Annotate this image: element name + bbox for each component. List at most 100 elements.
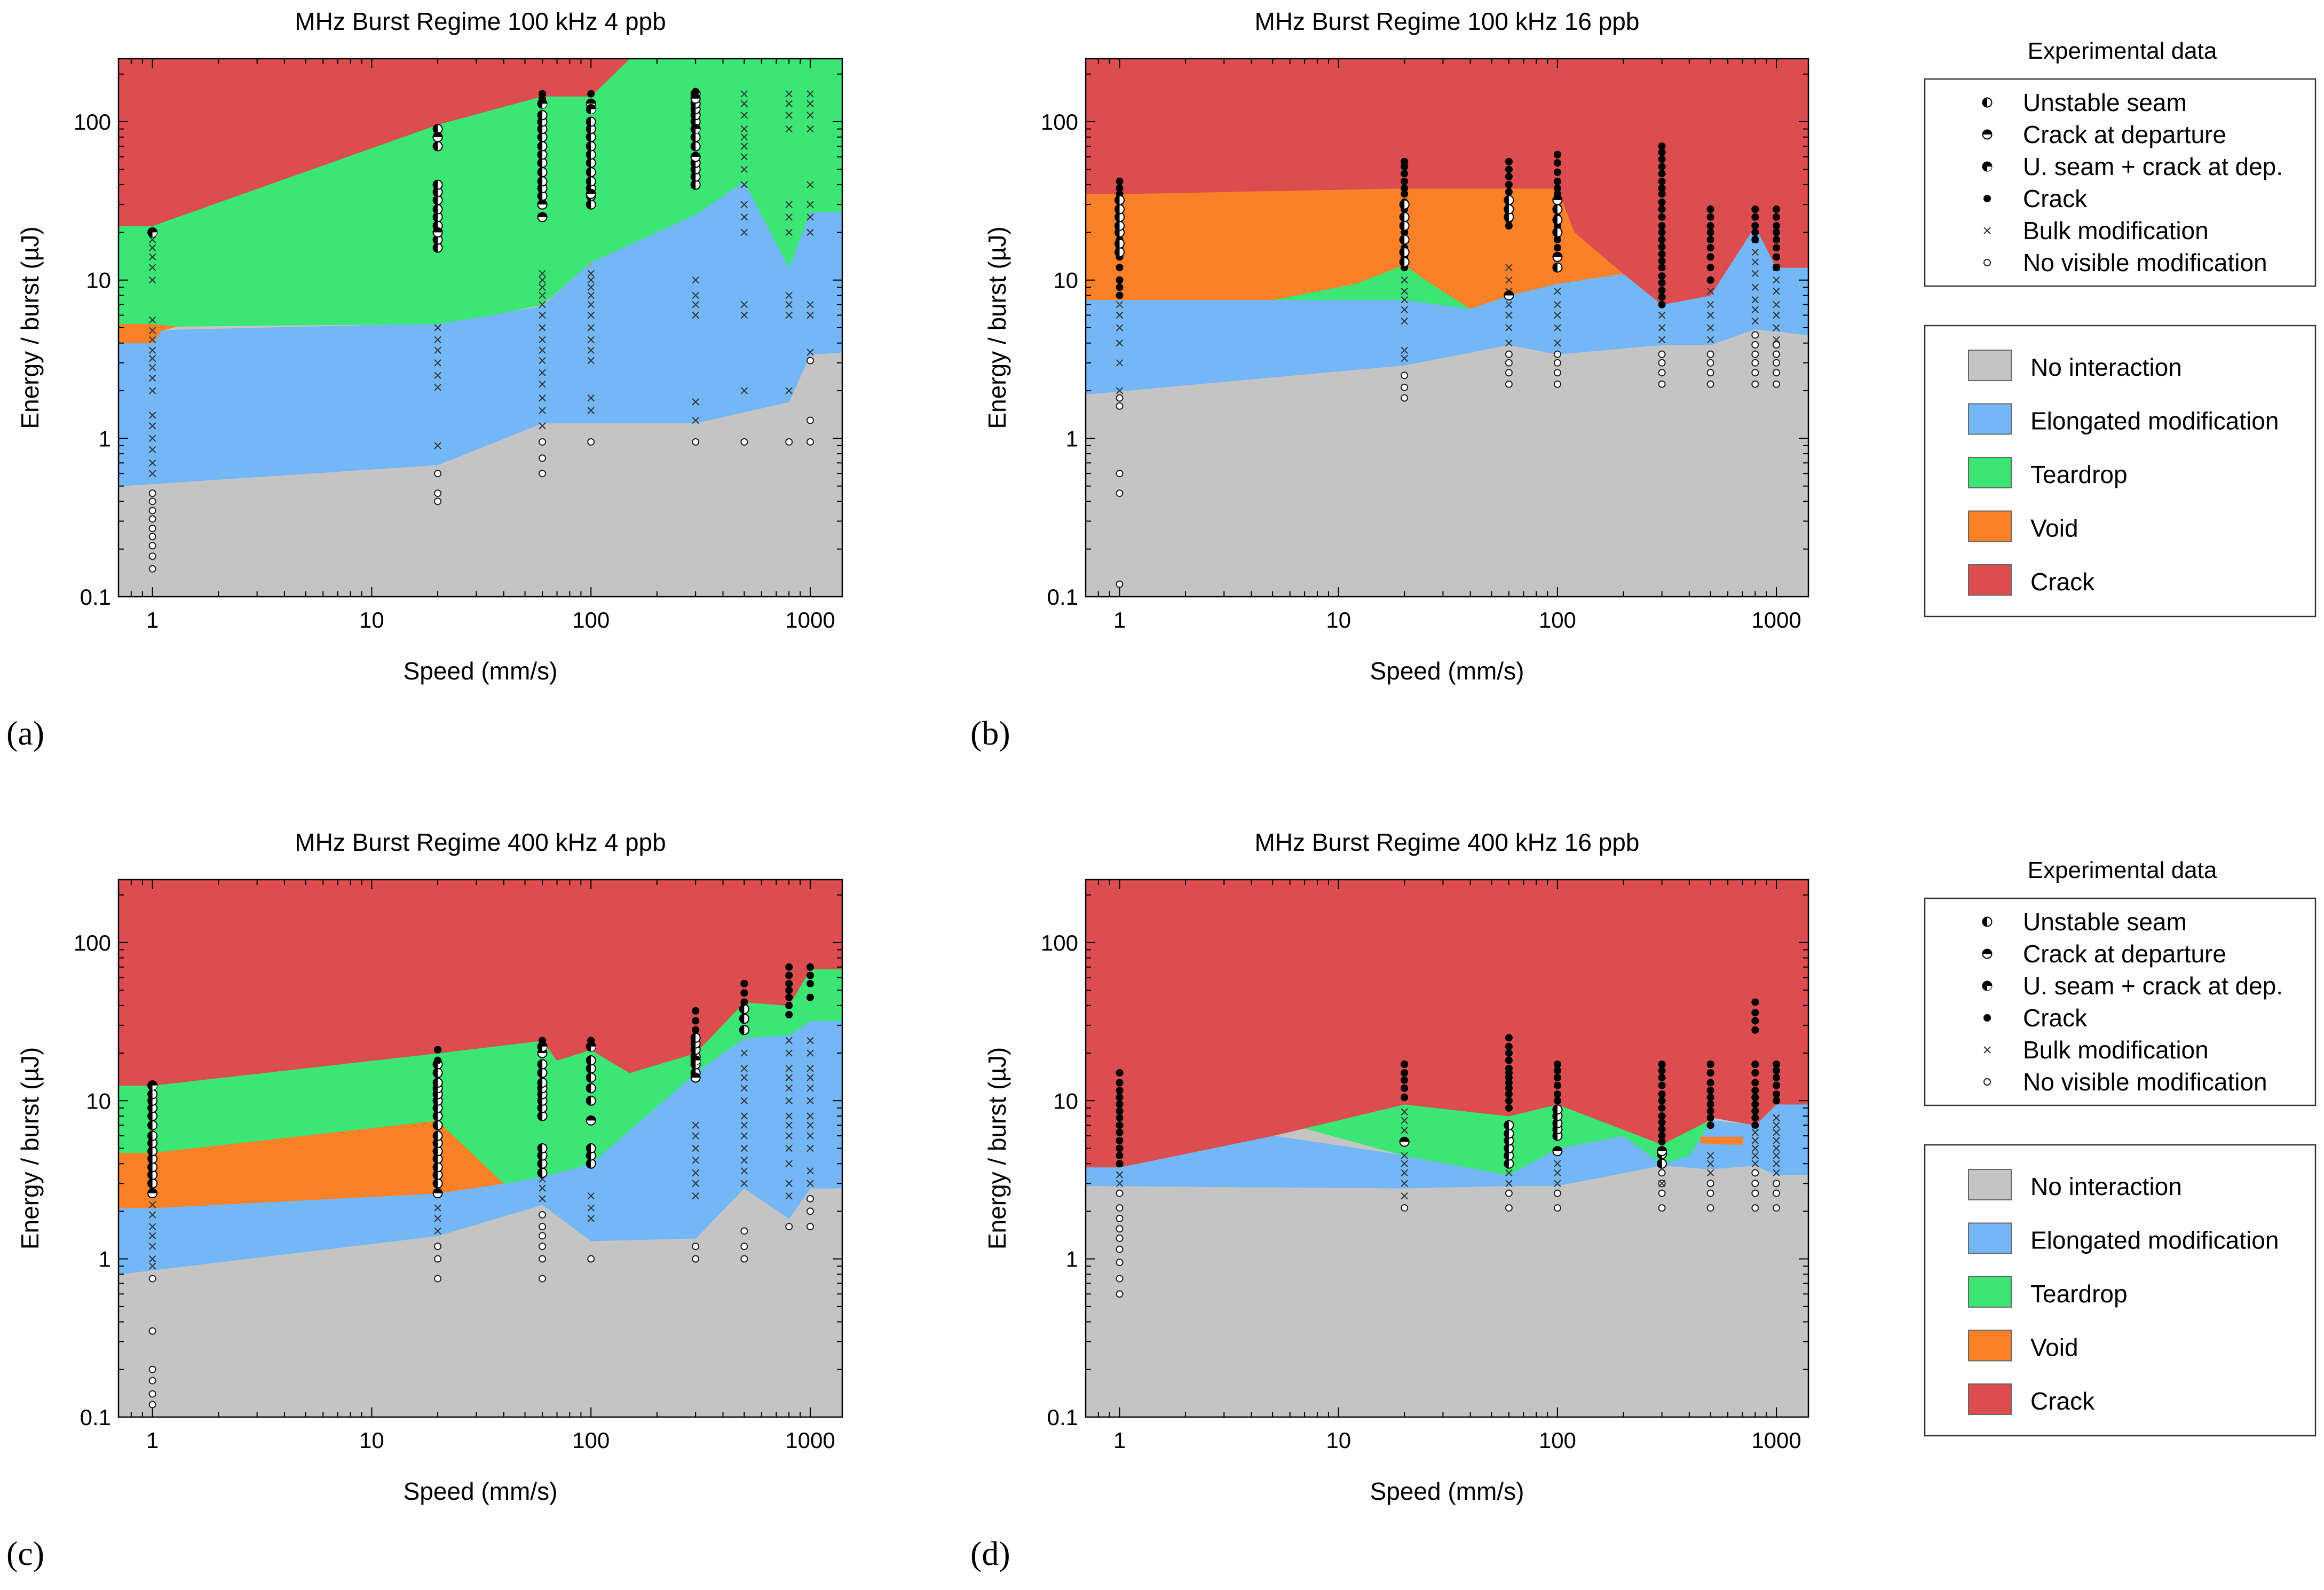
marker-cross-80 [785, 213, 793, 221]
chart-title: MHz Burst Regime 400 kHz 16 ppb [1255, 828, 1640, 856]
y-tick-label: 0.1 [1047, 1405, 1078, 1430]
marker-dot-90 [1773, 264, 1781, 272]
marker-quarter-0 [147, 1080, 158, 1091]
marker-fill [537, 168, 543, 177]
marker-half-left-19 [537, 141, 548, 152]
series-unstable-seam [147, 1003, 749, 1189]
marker-fill [695, 129, 700, 134]
marker-dot-29 [1401, 157, 1409, 165]
marker-cross-18 [1706, 1152, 1714, 1159]
marker-cross-89 [807, 228, 814, 236]
marker-open-11 [539, 1243, 547, 1251]
marker-cross-90 [807, 213, 814, 221]
marker-cross-4 [1116, 311, 1124, 319]
marker-dot-6 [1116, 1114, 1124, 1122]
marker-dot-0 [434, 1056, 442, 1064]
marker-cross-22 [1751, 1137, 1759, 1144]
marker-open-0 [148, 1401, 156, 1409]
marker-dot-32 [1553, 1081, 1561, 1089]
marker-dot-96 [1773, 213, 1781, 221]
marker-dot-25 [1505, 1064, 1513, 1072]
marker-cross-8 [148, 363, 156, 371]
marker-cross-15 [1658, 1180, 1666, 1187]
legend-marker-quarter [1982, 161, 1993, 172]
marker-fill [1115, 195, 1120, 205]
marker-open-3 [1116, 1245, 1124, 1253]
marker-cross-7 [148, 374, 156, 382]
marker-dot-58 [1658, 264, 1666, 272]
marker-cross-53 [587, 270, 595, 278]
marker-half-left-0 [1504, 1158, 1514, 1169]
marker-open-18 [785, 438, 793, 446]
marker-cross-57 [692, 300, 699, 308]
marker-open-12 [1553, 1204, 1561, 1212]
marker-half-left-8 [432, 179, 443, 190]
region-crack-4 [118, 59, 630, 226]
legend-marker-half-top [1982, 948, 1993, 959]
marker-cross-39 [1751, 248, 1759, 256]
marker-cross-50 [807, 1144, 814, 1152]
marker-cross-32 [1706, 287, 1714, 295]
marker-open-9 [1505, 369, 1513, 377]
marker-fill [691, 1033, 696, 1042]
x-tick-label: 10 [1326, 1428, 1351, 1453]
marker-dot-83 [1706, 213, 1714, 221]
marker-half-left-17 [432, 1138, 443, 1149]
marker-dot-6 [692, 1007, 700, 1015]
y-tick-label: 1 [1066, 1247, 1078, 1272]
marker-dot-36 [1658, 1138, 1666, 1146]
marker-open-3 [148, 533, 156, 541]
marker-cross-35 [1751, 296, 1759, 304]
marker-open-2 [148, 1377, 156, 1385]
series-unstable-seam [1504, 1104, 1667, 1169]
marker-dot-41 [1658, 1104, 1666, 1112]
legend-marker-half-left [1982, 97, 1993, 108]
marker-cross-0 [1116, 387, 1124, 394]
marker-fill [433, 1178, 438, 1188]
legend-marker-label: No visible modification [2023, 1068, 2267, 1096]
marker-fill [433, 180, 438, 189]
marker-cross-3 [148, 434, 156, 442]
marker-open-2 [1116, 1259, 1124, 1267]
marker-fill [148, 1162, 153, 1172]
marker-cross-29 [740, 1112, 748, 1120]
marker-dot-49 [1553, 177, 1561, 185]
marker-dot-35 [1505, 188, 1513, 196]
marker-open-21 [806, 357, 814, 365]
marker-fill [1504, 1144, 1509, 1153]
marker-fill [433, 1131, 438, 1141]
marker-half-left-8 [1399, 247, 1410, 257]
marker-dot-59 [1658, 257, 1666, 265]
marker-fill [586, 1159, 591, 1168]
marker-dot-13 [785, 986, 793, 994]
marker-open-13 [539, 1223, 547, 1231]
marker-quarter-3 [690, 124, 701, 135]
marker-cross-17 [692, 1180, 699, 1187]
marker-dot-33 [1553, 1073, 1561, 1081]
marker-half-left-9 [1399, 234, 1410, 245]
marker-dot-8 [1116, 1100, 1124, 1108]
marker-fill [586, 1151, 591, 1160]
marker-dot-0 [1116, 1160, 1124, 1168]
marker-fill [537, 191, 543, 201]
marker-cross-26 [434, 324, 441, 331]
marker-open-0 [1116, 580, 1124, 588]
marker-dot-14 [1401, 1084, 1409, 1092]
marker-cross-5 [148, 412, 156, 419]
marker-half-left-4 [432, 212, 443, 223]
marker-fill [433, 1146, 438, 1156]
marker-open-14 [539, 438, 547, 446]
marker-dot-44 [1658, 1081, 1666, 1089]
marker-cross-93 [807, 125, 814, 133]
marker-cross-14 [587, 1204, 595, 1212]
marker-fill [586, 1064, 591, 1073]
marker-cross-11 [148, 336, 156, 344]
marker-half-left-36 [690, 171, 701, 182]
marker-cross-41 [785, 1112, 793, 1120]
marker-dot-65 [1658, 213, 1666, 221]
series-crack-at-departure [1504, 195, 1563, 300]
marker-dot-65 [1751, 1060, 1759, 1068]
marker-cross-10 [539, 1195, 546, 1203]
marker-dot-57 [1751, 1121, 1759, 1129]
marker-cross-26 [1658, 324, 1666, 331]
